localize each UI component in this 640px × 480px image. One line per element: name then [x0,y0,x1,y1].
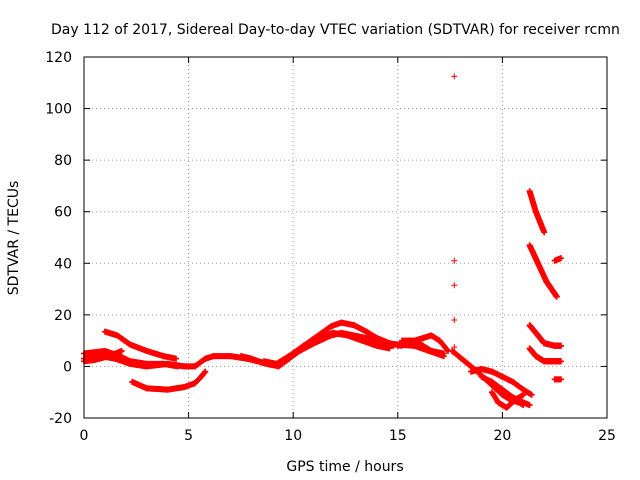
axes: 0 5 10 15 20 25 -20 0 20 40 60 80 100 120 [45,50,616,444]
track-upper-morning [101,328,180,362]
track-steep-6 [551,255,564,264]
track-late-b [468,366,535,398]
data-point [440,353,447,360]
data-point [202,368,209,375]
data-point [557,376,564,383]
data-point [557,342,564,349]
track-steep-3 [526,322,564,349]
data-point [557,255,564,262]
track-short-early [81,347,125,365]
plot-frame [83,56,608,419]
y-tick-label: 0 [63,359,72,375]
track-steep-4 [526,345,564,365]
y-tick-label: 100 [45,102,72,118]
x-tick-label: 20 [493,428,511,444]
data-point [173,355,180,362]
data-point [541,229,548,236]
outlier-point [451,344,458,351]
chart-title: Day 112 of 2017, Sidereal Day-to-day VTE… [51,22,620,38]
data-point [557,358,564,365]
track-steep-1 [526,188,548,236]
data-point [553,293,560,300]
y-axis-label: SDTVAR / TECUs [6,181,22,296]
data-point [526,402,533,409]
x-tick-label: 15 [389,428,407,444]
track-evening-c [378,340,447,360]
data-point [520,391,527,398]
track-dip [129,368,209,393]
track-late-d [488,389,527,411]
data-point [175,363,182,370]
y-tick-label: 60 [54,205,72,221]
y-tick-label: 40 [54,256,72,272]
x-tick-label: 25 [598,428,616,444]
y-tick-label: 120 [45,50,72,66]
track-steep-2 [526,242,560,300]
track-mid-morning [81,347,182,370]
x-tick-label: 10 [284,428,302,444]
data-marks [81,73,564,411]
data-point [201,369,208,376]
x-tick-label: 5 [184,428,193,444]
x-tick-label: 0 [80,428,89,444]
outlier-point [451,257,458,264]
x-axis-label: GPS time / hours [286,459,403,475]
y-tick-label: 20 [54,308,72,324]
y-tick-label: 80 [54,153,72,169]
track-day-c [260,329,393,367]
data-point [118,347,125,354]
track-steep-5 [551,376,564,383]
outlier-point [451,317,458,324]
outlier-point [451,73,458,80]
data-point [528,391,535,398]
y-tick-label: -20 [49,411,72,427]
outlier-point [451,282,458,289]
